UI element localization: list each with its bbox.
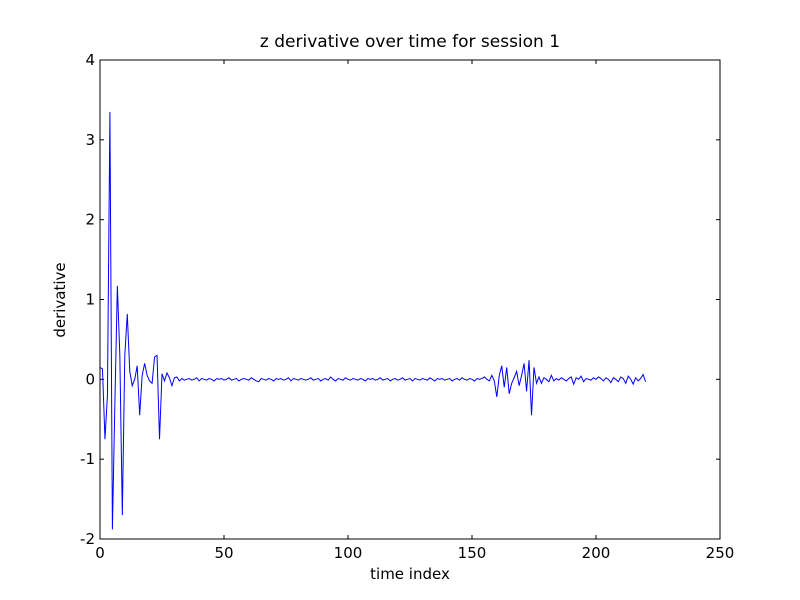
y-tick-label: 3 [85,131,95,149]
y-axis-label: derivative [51,262,69,337]
y-tick-label: 1 [85,291,95,309]
y-tick-label: -1 [80,450,95,468]
x-tick-label: 200 [582,544,611,562]
y-tick-label: 2 [85,211,95,229]
x-axis-label: time index [370,565,450,583]
y-tick-label: -2 [80,530,95,548]
x-tick-label: 50 [214,544,233,562]
chart-title: z derivative over time for session 1 [260,32,560,52]
data-line [99,111,647,530]
x-tick-label: 0 [95,544,105,562]
x-tick-label: 250 [706,544,735,562]
x-tick-label: 100 [334,544,363,562]
y-tick-label: 0 [85,370,95,388]
plot-frame [99,59,721,540]
x-tick-label: 150 [458,544,487,562]
y-tick-label: 4 [85,51,95,69]
